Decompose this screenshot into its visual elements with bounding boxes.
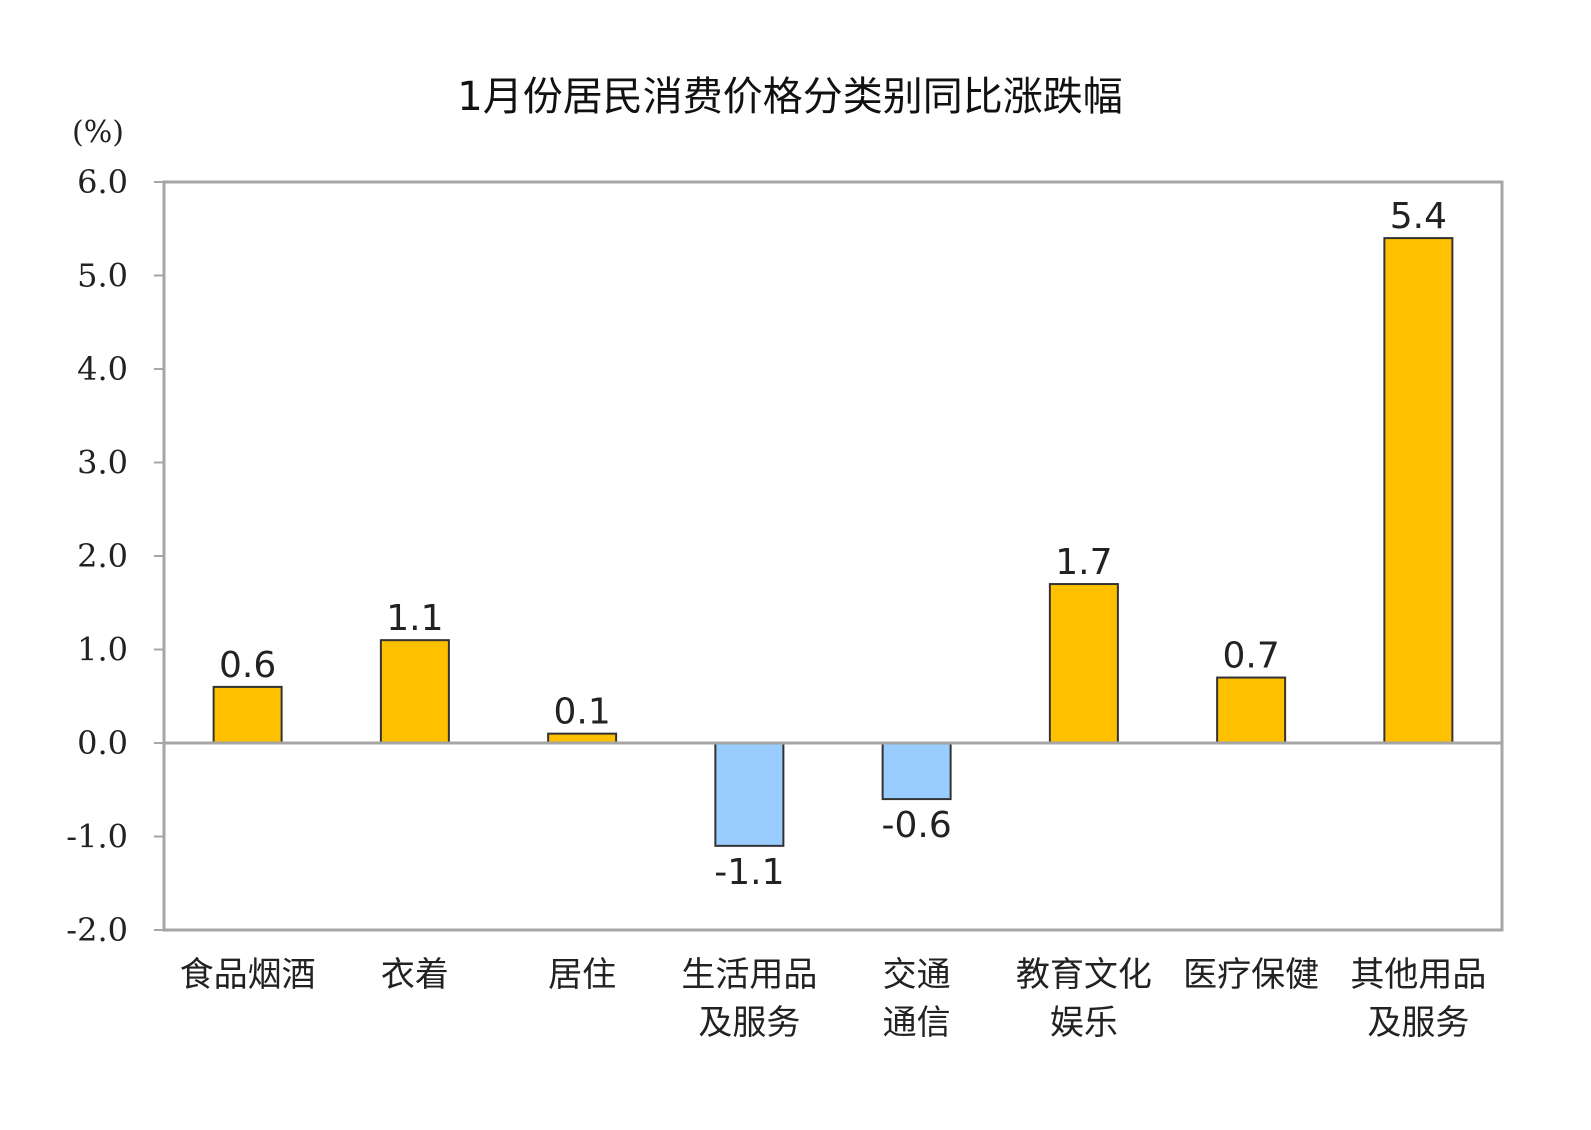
data-label: -1.1: [714, 852, 784, 893]
x-category-label: 通信: [883, 1003, 951, 1043]
y-unit-label: (%): [72, 115, 124, 150]
x-category-label: 教育文化: [1016, 955, 1152, 995]
bar: [881, 742, 952, 801]
x-category-label: 医疗保健: [1183, 955, 1319, 995]
bar: [1048, 583, 1119, 744]
y-tick-label: -1.0: [66, 818, 128, 856]
data-label: 5.4: [1390, 196, 1447, 237]
y-tick-label: -2.0: [66, 911, 128, 949]
bar: [1383, 237, 1454, 744]
data-label: 0.6: [219, 645, 276, 686]
x-category-label: 居住: [548, 955, 616, 995]
x-category-label: 食品烟酒: [180, 955, 316, 995]
y-tick-label: 6.0: [77, 163, 128, 201]
chart-title: 1月份居民消费价格分类别同比涨跌幅: [457, 74, 1122, 120]
x-category-label: 生活用品: [681, 955, 817, 995]
y-tick-label: 0.0: [77, 724, 128, 762]
data-label: 1.7: [1055, 542, 1112, 583]
y-tick-label: 5.0: [77, 257, 128, 295]
x-category-label: 其他用品: [1350, 955, 1486, 995]
data-labels: 0.6 1.1 0.1 -1.1 -0.6 1.7 0.7 5.4: [219, 196, 1447, 893]
x-category-label: 衣着: [381, 955, 449, 995]
data-label: 1.1: [386, 598, 443, 639]
x-category-label: 及服务: [1367, 1003, 1469, 1043]
bar: [1216, 676, 1287, 744]
y-tick-label: 3.0: [77, 444, 128, 482]
x-category-label: 娱乐: [1050, 1003, 1118, 1043]
bar: [212, 685, 283, 745]
y-tick-label: 2.0: [77, 537, 128, 575]
y-tick-label: 1.0: [77, 631, 128, 669]
y-axis-ticks: 6.0 5.0 4.0 3.0 2.0 1.0 0.0 -1.0 -2.0: [66, 163, 164, 949]
bar: [379, 639, 450, 745]
x-category-label: 交通: [883, 955, 951, 995]
data-label: -0.6: [882, 805, 952, 846]
y-tick-label: 4.0: [77, 350, 128, 388]
bars: [212, 237, 1454, 847]
plot-frame: [162, 180, 1504, 932]
data-label: 0.1: [553, 692, 610, 733]
data-label: 0.7: [1222, 636, 1279, 677]
x-category-label: 及服务: [698, 1003, 800, 1043]
bar: [714, 742, 785, 847]
